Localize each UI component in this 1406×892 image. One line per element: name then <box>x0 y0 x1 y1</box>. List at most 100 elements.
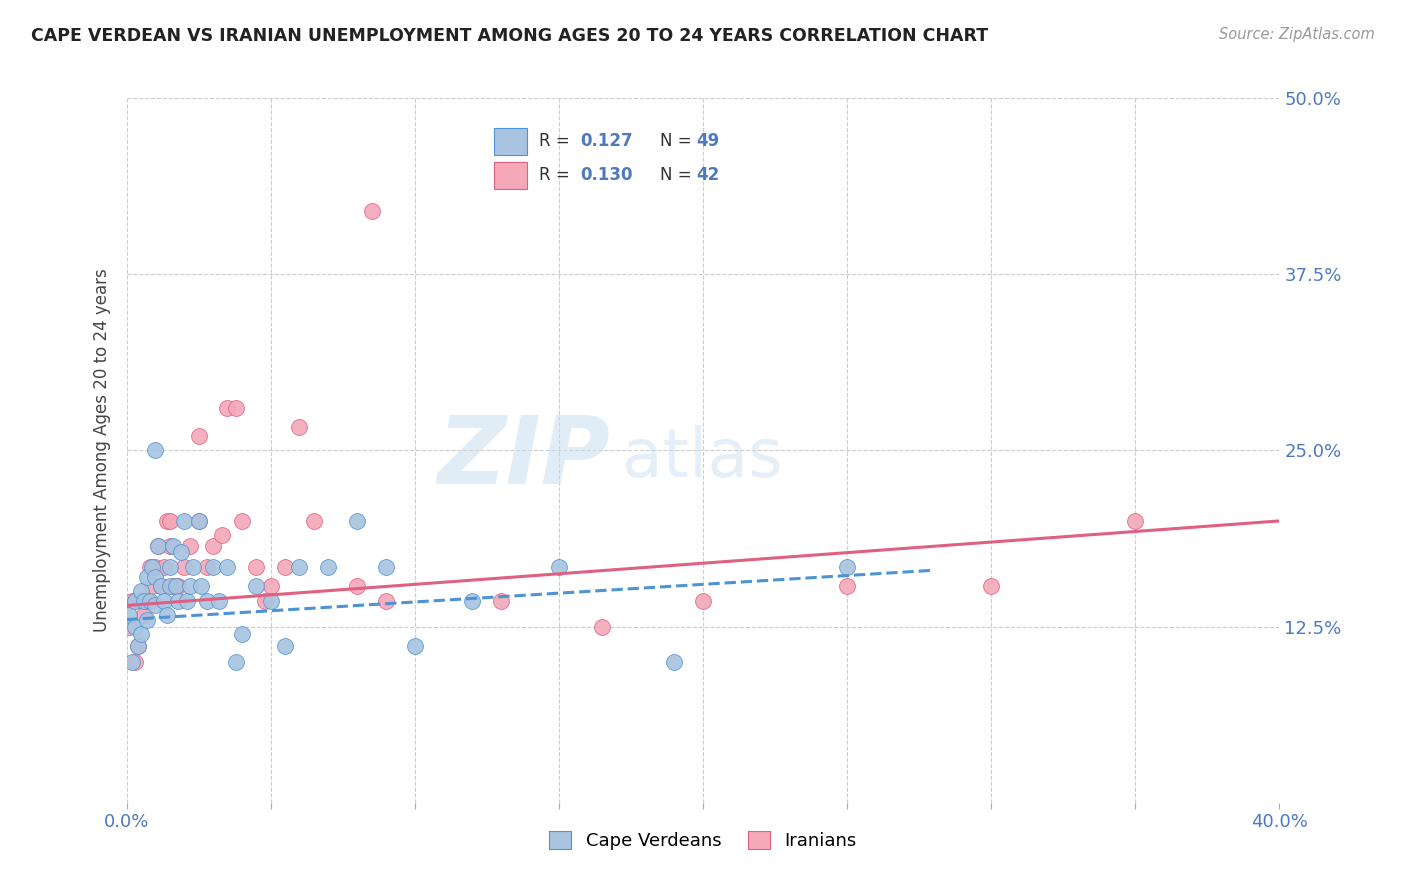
Point <box>145 560 166 574</box>
Point <box>138 594 160 608</box>
Point <box>176 594 198 608</box>
Point <box>150 579 173 593</box>
Point <box>591 619 613 633</box>
Point <box>202 560 225 574</box>
Y-axis label: Unemployment Among Ages 20 to 24 years: Unemployment Among Ages 20 to 24 years <box>93 268 111 632</box>
Point <box>145 570 166 584</box>
Point <box>145 599 166 613</box>
Point <box>150 579 173 593</box>
Point <box>225 655 247 669</box>
Point <box>173 560 195 574</box>
Point <box>129 584 152 599</box>
Point <box>461 594 484 608</box>
Point <box>288 419 311 434</box>
Point <box>167 594 190 608</box>
Text: N =: N = <box>661 132 697 150</box>
Text: Source: ZipAtlas.com: Source: ZipAtlas.com <box>1219 27 1375 42</box>
Point <box>124 619 146 633</box>
Point <box>187 514 209 528</box>
Point <box>127 640 149 654</box>
Point <box>167 579 190 593</box>
Point <box>664 655 686 669</box>
Point <box>253 594 276 608</box>
Point <box>124 655 146 669</box>
Text: ZIP: ZIP <box>437 411 610 503</box>
Point <box>181 560 204 574</box>
Point <box>404 640 426 654</box>
Text: 42: 42 <box>696 167 720 185</box>
Point <box>162 539 184 553</box>
Point <box>491 594 513 608</box>
Point <box>129 594 152 608</box>
Text: N =: N = <box>661 167 697 185</box>
Point <box>132 594 155 608</box>
Point <box>259 594 281 608</box>
Legend: Cape Verdeans, Iranians: Cape Verdeans, Iranians <box>543 823 863 857</box>
Point <box>288 560 311 574</box>
Point <box>208 594 231 608</box>
Point <box>145 443 166 458</box>
Text: R =: R = <box>540 167 575 185</box>
Point <box>195 594 218 608</box>
Point <box>156 608 179 623</box>
Point <box>302 514 325 528</box>
Point <box>118 608 141 623</box>
Point <box>245 579 267 593</box>
Point <box>159 579 181 593</box>
Text: CAPE VERDEAN VS IRANIAN UNEMPLOYMENT AMONG AGES 20 TO 24 YEARS CORRELATION CHART: CAPE VERDEAN VS IRANIAN UNEMPLOYMENT AMO… <box>31 27 988 45</box>
Point <box>231 626 253 640</box>
Point <box>980 579 1002 593</box>
Point <box>225 401 247 416</box>
Point <box>159 539 181 553</box>
Point <box>274 560 297 574</box>
Point <box>159 560 181 574</box>
Point <box>259 579 281 593</box>
Point <box>179 579 201 593</box>
Point <box>173 514 195 528</box>
Point <box>153 560 176 574</box>
Text: 0.130: 0.130 <box>581 167 633 185</box>
Point <box>132 608 155 623</box>
Point <box>548 560 571 574</box>
Point <box>135 594 157 608</box>
Point <box>165 579 187 593</box>
Point <box>346 514 368 528</box>
Point <box>121 655 143 669</box>
Point <box>135 570 157 584</box>
Point <box>141 579 163 593</box>
Point <box>346 579 368 593</box>
Point <box>127 640 149 654</box>
Point <box>692 594 714 608</box>
Point <box>159 514 181 528</box>
Point <box>179 539 201 553</box>
Point <box>153 594 176 608</box>
Point <box>138 560 160 574</box>
Text: 49: 49 <box>696 132 720 150</box>
FancyBboxPatch shape <box>494 128 527 154</box>
FancyBboxPatch shape <box>494 162 527 189</box>
Point <box>118 619 141 633</box>
Point <box>274 640 297 654</box>
Point <box>835 579 858 593</box>
Point <box>195 560 218 574</box>
Text: R =: R = <box>540 132 575 150</box>
Point <box>231 514 253 528</box>
Point <box>187 429 209 443</box>
Point <box>217 401 239 416</box>
Point <box>318 560 340 574</box>
Point <box>187 514 209 528</box>
Point <box>148 539 170 553</box>
Point <box>156 514 179 528</box>
Point <box>121 594 143 608</box>
Point <box>217 560 239 574</box>
Point <box>135 613 157 627</box>
Point <box>162 579 184 593</box>
Point <box>148 539 170 553</box>
Point <box>190 579 212 593</box>
Point <box>245 560 267 574</box>
Point <box>835 560 858 574</box>
Point <box>202 539 225 553</box>
Point <box>374 594 398 608</box>
Text: atlas: atlas <box>623 425 783 491</box>
Text: 0.127: 0.127 <box>581 132 633 150</box>
